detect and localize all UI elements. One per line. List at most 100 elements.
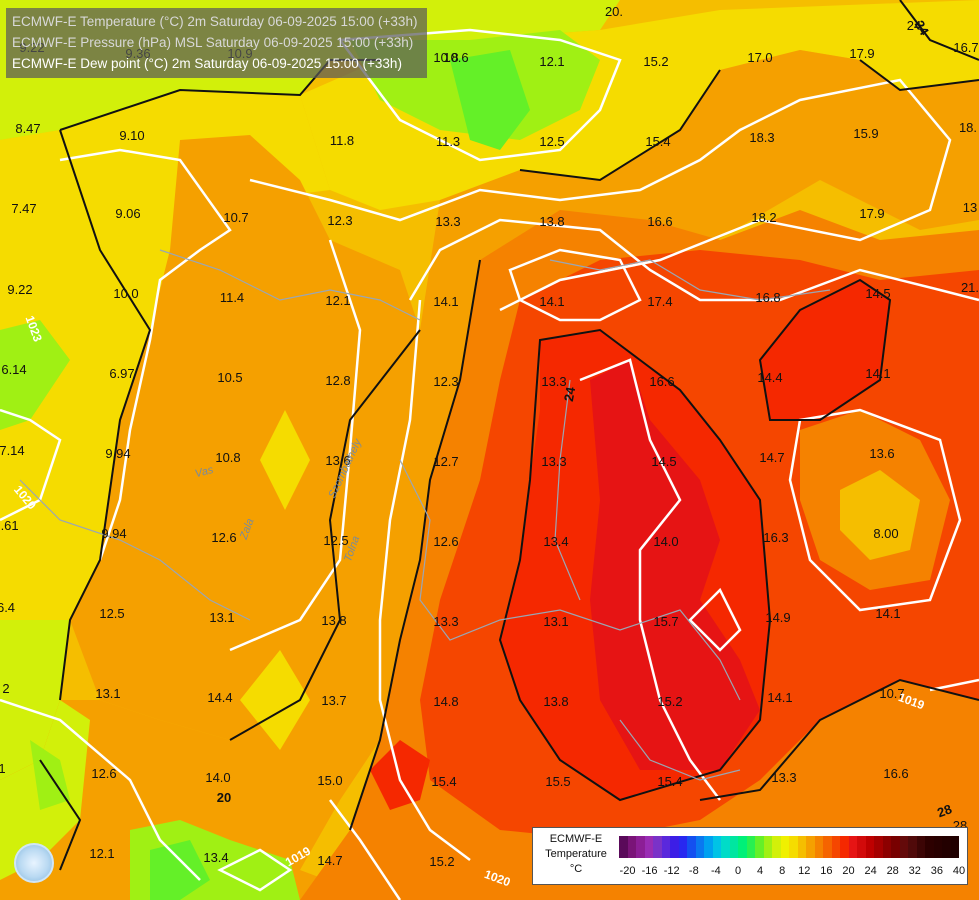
dewpoint-label: 14.1 (539, 294, 564, 309)
dewpoint-label: 9.06 (115, 206, 140, 221)
dewpoint-label: 14.1 (875, 606, 900, 621)
dewpoint-label: 14.0 (205, 770, 230, 785)
legend-swatch (627, 836, 636, 858)
legend-swatch (729, 836, 738, 858)
dewpoint-label: 14.5 (651, 454, 676, 469)
dewpoint-label: 15.4 (657, 774, 682, 789)
field-deepred3 (590, 360, 760, 770)
field-yellow-diamond2 (240, 650, 310, 750)
legend-ticks: -20 -16 -12 -8 -4 0 4 8 12 16 20 24 28 32 36 40 (619, 865, 966, 879)
dewpoint-label: 14.0 (653, 534, 678, 549)
temperature-legend: ECMWF-E Temperature °C -20 -16 -12 -8 -4 0 4 8 1… (532, 827, 968, 885)
dewpoint-label: 12.6 (211, 530, 236, 545)
dewpoint-label: 13.4 (203, 850, 228, 865)
dewpoint-label: 6.4 (0, 600, 15, 615)
legend-swatch (831, 836, 840, 858)
dewpoint-label: 16.3 (763, 530, 788, 545)
dewpoint-label: 13.7 (321, 693, 346, 708)
dewpoint-label: 17.4 (647, 294, 672, 309)
dewpoint-label: 15.7 (653, 614, 678, 629)
dewpoint-label: 13.3 (433, 614, 458, 629)
legend-swatch (916, 836, 925, 858)
legend-swatch (925, 836, 934, 858)
field-green-west (0, 320, 70, 430)
legend-tick-label: -8 (688, 865, 699, 877)
dewpoint-label: 13.6 (869, 446, 894, 461)
dewpoint-label: 10.8 (433, 50, 458, 65)
legend-tick-label: 16 (820, 865, 833, 877)
legend-swatch (814, 836, 823, 858)
dewpoint-label: 12.5 (323, 533, 348, 548)
dewpoint-labels: 20.9.228.477.479.226.147.146.616.4219.10… (0, 4, 979, 869)
legend-swatch (840, 836, 849, 858)
legend-tick-label: -20 (619, 865, 636, 877)
dewpoint-label: 8.00 (873, 526, 898, 541)
dewpoint-label: 13.1 (95, 686, 120, 701)
dewpoint-label: 17.0 (747, 50, 772, 65)
legend-tick-label: 32 (908, 865, 921, 877)
legend-swatch (806, 836, 815, 858)
dewpoint-label: 13.8 (539, 214, 564, 229)
dewpoint-label: 9.10 (119, 128, 144, 143)
legend-swatch (661, 836, 670, 858)
legend-swatch (755, 836, 764, 858)
dewpoint-label: 12.5 (539, 134, 564, 149)
isotherm-label: 28 (935, 801, 954, 820)
legend-swatch (950, 836, 959, 858)
dewpoint-label: 13.4 (543, 534, 568, 549)
dewpoint-label: 15.2 (657, 694, 682, 709)
dewpoint-label: 12.3 (327, 213, 352, 228)
dewpoint-label: 24 (907, 18, 921, 33)
dewpoint-label: 15.4 (431, 774, 456, 789)
dewpoint-label: 12.1 (89, 846, 114, 861)
dewpoint-label: 11.4 (220, 290, 244, 305)
legend-swatch (772, 836, 781, 858)
dewpoint-label: 12.8 (325, 373, 350, 388)
dewpoint-label: 18. (959, 120, 977, 135)
legend-swatch (678, 836, 687, 858)
dewpoint-label: 17.9 (849, 46, 874, 61)
legend-swatch (789, 836, 798, 858)
dewpoint-label: 13.1 (209, 610, 234, 625)
legend-title-unit: °C (569, 863, 583, 875)
legend-swatch (763, 836, 772, 858)
dewpoint-label: 13.3 (435, 214, 460, 229)
dewpoint-label: 14.1 (767, 690, 792, 705)
dewpoint-label: 14.7 (759, 450, 784, 465)
dewpoint-label: 16.7 (953, 40, 978, 55)
dewpoint-label: 2 (2, 681, 9, 696)
dewpoint-label: 16.8 (755, 290, 780, 305)
dewpoint-label: 12.5 (99, 606, 124, 621)
legend-tick-label: 8 (779, 865, 786, 877)
legend-swatch (933, 836, 942, 858)
dewpoint-label: 13.8 (321, 613, 346, 628)
legend-tick-label: 36 (930, 865, 944, 877)
dewpoint-label: 1 (0, 761, 6, 776)
dewpoint-label: 14.4 (207, 690, 232, 705)
dewpoint-label: 15.2 (643, 54, 668, 69)
legend-swatch (619, 836, 628, 858)
dewpoint-label: 13.3 (541, 374, 566, 389)
dewpoint-label: 12.7 (433, 454, 458, 469)
dewpoint-label: 12.1 (539, 54, 564, 69)
legend-tick-label: 4 (757, 865, 764, 877)
isotherms (39, 0, 979, 871)
dewpoint-label: 14.1 (865, 366, 890, 381)
legend-swatch (874, 836, 883, 858)
dewpoint-label: 12.3 (433, 374, 458, 389)
dewpoint-label: 10.7 (879, 686, 904, 701)
dewpoint-label: 14.7 (317, 853, 342, 868)
legend-swatch (687, 836, 696, 858)
legend-swatch (857, 836, 866, 858)
dewpoint-label: 11.8 (330, 133, 354, 148)
dewpoint-label: 18.3 (749, 130, 774, 145)
legend-title-model: ECMWF-E (549, 833, 603, 845)
dewpoint-label: 13.3 (771, 770, 796, 785)
dewpoint-label: 9.94 (105, 446, 130, 461)
dewpoint-label: 14.1 (433, 294, 458, 309)
legend-swatch (899, 836, 908, 858)
legend-tick-label: -16 (641, 865, 658, 877)
legend-swatch (653, 836, 662, 858)
